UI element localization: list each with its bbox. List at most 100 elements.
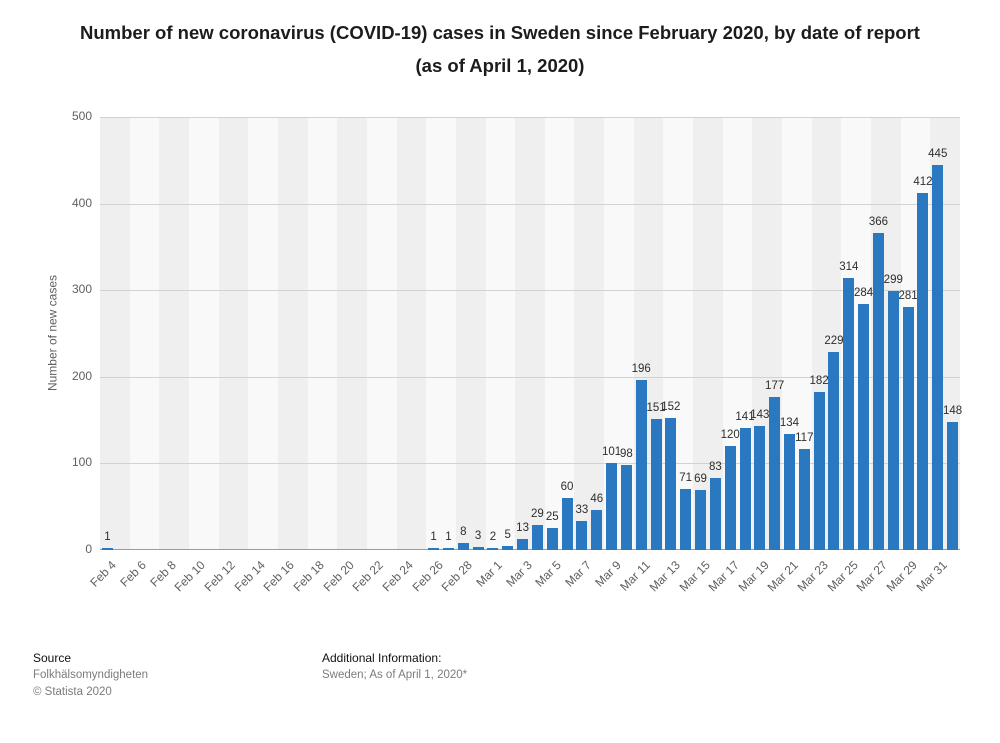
source-value: Folkhälsomyndigheten [33, 669, 149, 681]
bar-value-label: 33 [575, 504, 589, 517]
gridline [100, 117, 960, 118]
plot-stripe [693, 117, 723, 550]
bar-value-label: 1 [104, 531, 111, 543]
bar [917, 193, 929, 550]
bar-value-label: 5 [504, 528, 511, 541]
plot-stripe [485, 117, 516, 550]
bar-value-label: 412 [913, 176, 933, 189]
bar-value-label: 299 [883, 274, 903, 287]
y-tick-label: 500 [71, 109, 92, 123]
bar [606, 462, 618, 550]
bar-value-label: 445 [928, 147, 948, 160]
gridline [100, 376, 960, 378]
source-block: Source Folkhälsomyndigheten © Statista 2… [33, 650, 148, 701]
bar [843, 278, 855, 550]
bar-value-label: 134 [779, 416, 800, 429]
gridline [100, 203, 960, 205]
bar-value-label: 196 [631, 363, 651, 376]
bar [665, 418, 677, 550]
bar-value-label: 98 [619, 448, 633, 461]
bar [828, 351, 840, 550]
plot-stripe [426, 117, 456, 550]
bar-value-label: 1 [445, 531, 452, 543]
plot-stripe [159, 117, 189, 550]
bar-value-label: 151 [646, 402, 666, 415]
plot-stripe [515, 117, 545, 550]
bar-value-label: 229 [824, 334, 844, 347]
bar [428, 548, 440, 550]
bar [620, 465, 632, 550]
bar-value-label: 3 [474, 530, 482, 543]
x-axis-line [100, 549, 960, 550]
additional-info-value: Sweden; As of April 1, 2020* [322, 669, 468, 681]
bar-value-label: 101 [601, 445, 622, 458]
bar [709, 478, 721, 550]
plot-stripe [574, 117, 605, 550]
bar-value-label: 143 [750, 409, 770, 422]
bar-value-label: 60 [560, 481, 574, 494]
additional-info-label: Additional Information: [322, 651, 442, 665]
bar [783, 433, 795, 550]
plot-stripe [188, 117, 219, 550]
bar [932, 164, 944, 550]
bar [724, 446, 736, 550]
plot-stripe [277, 117, 308, 550]
bar [561, 498, 573, 550]
bar [695, 490, 707, 550]
bar [487, 548, 499, 550]
bar [858, 304, 870, 550]
bar [457, 543, 469, 550]
plot-stripe [307, 117, 338, 550]
bar [739, 427, 751, 550]
bar [635, 380, 647, 550]
y-tick-label: 400 [71, 195, 92, 210]
bar-value-label: 152 [661, 401, 681, 414]
bar [472, 547, 484, 550]
bar [517, 538, 529, 550]
bar [576, 521, 588, 550]
bar [101, 548, 113, 550]
bar-value-label: 25 [545, 511, 559, 524]
y-tick-label: 300 [71, 282, 92, 297]
bar [872, 233, 884, 550]
bar-value-label: 13 [516, 521, 529, 534]
gridline [100, 290, 960, 292]
bar [591, 510, 603, 550]
bar-value-label: 281 [898, 289, 918, 302]
chart-title: Number of new coronavirus (COVID-19) cas… [80, 22, 920, 76]
y-tick-label: 100 [71, 455, 92, 470]
y-axis-title: Number of new cases [45, 274, 60, 392]
plot-stripe [100, 117, 130, 550]
bar [531, 524, 543, 550]
plot-stripe [248, 117, 278, 550]
bar [798, 448, 810, 550]
bar [947, 421, 959, 550]
bar [902, 306, 914, 550]
bar [813, 392, 825, 550]
bar-value-label: 366 [868, 216, 889, 229]
copyright-notice: © Statista 2020 [33, 686, 112, 698]
bar [680, 488, 692, 550]
bar-value-label: 314 [839, 261, 859, 274]
source-label: Source [33, 651, 72, 665]
bar-value-label: 1 [430, 531, 437, 543]
y-tick-label: 200 [71, 368, 92, 383]
plot-stripe [544, 117, 575, 550]
bar-value-label: 83 [708, 461, 722, 474]
bar-value-label: 46 [590, 493, 604, 506]
bar-value-label: 284 [854, 287, 874, 300]
bar [754, 426, 766, 550]
bar-value-label: 71 [679, 471, 693, 484]
plot-stripe [218, 117, 249, 550]
bar-value-label: 120 [720, 429, 740, 442]
bar-value-label: 177 [765, 379, 785, 392]
plot-area: 1 1 1 8 3 2 5 13 29 25 60 33 46 101 98 196 151 152 71 69 83 1… [100, 117, 962, 550]
y-tick-label: 0 [85, 542, 92, 556]
bar-value-label: 117 [795, 431, 814, 444]
bar-value-label: 141 [735, 410, 755, 423]
bar-value-label: 2 [489, 531, 497, 543]
plot-stripe [129, 117, 160, 550]
bar [546, 528, 558, 550]
